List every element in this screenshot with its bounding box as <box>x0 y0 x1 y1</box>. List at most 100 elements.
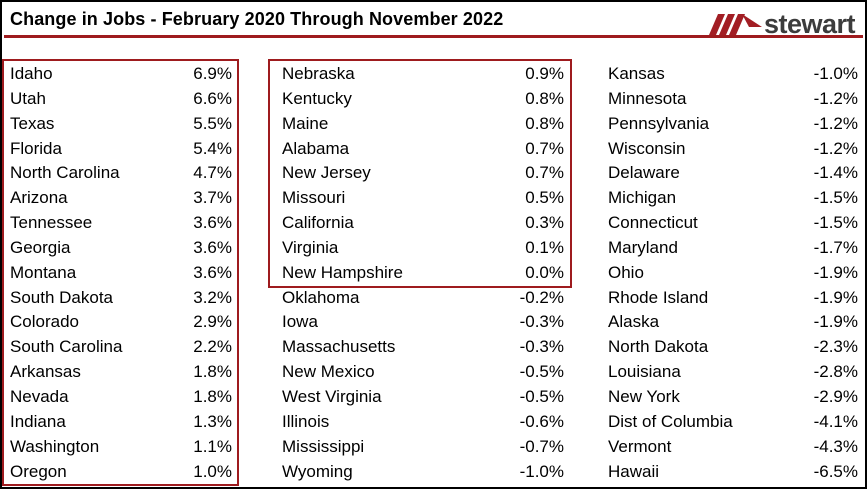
state-value: 3.6% <box>193 237 232 257</box>
state-name: Oregon <box>10 461 67 481</box>
state-value: 0.9% <box>525 64 564 83</box>
state-name: Hawaii <box>608 461 660 481</box>
state-name: Minnesota <box>608 88 687 108</box>
jobs-table-column-1: Idaho 6.9% Utah 6.6% Texas 5.5% Florida 5.4% Nor… <box>10 62 232 484</box>
state-value: -1.4% <box>813 163 858 183</box>
jobs-table-column-2: Nebraska 0.9% Kentucky 0.8% Maine 0.8% Alabama… <box>282 62 564 484</box>
state-value: 3.7% <box>193 188 232 208</box>
table-row: Dist of Columbia -4.1% <box>608 410 858 435</box>
state-name: North Carolina <box>10 163 120 183</box>
state-name: Arkansas <box>10 362 81 382</box>
state-name: Washington <box>10 436 100 456</box>
state-value: 2.2% <box>193 337 232 357</box>
state-name: Pennsylvania <box>608 113 710 133</box>
state-value: -1.9% <box>813 262 858 282</box>
state-value: -1.9% <box>813 287 858 307</box>
page-title: Change in Jobs - February 2020 Through N… <box>10 9 504 29</box>
state-name: Ohio <box>608 262 644 282</box>
table-row: Connecticut -1.5% <box>608 211 858 236</box>
stewart-stripes-icon <box>708 11 763 37</box>
state-name: Kentucky <box>282 88 352 108</box>
table-row: Louisiana -2.8% <box>608 360 858 385</box>
state-value: -2.9% <box>813 386 858 406</box>
state-name: North Dakota <box>608 337 709 357</box>
state-name: Tennessee <box>10 213 93 233</box>
state-value: -1.5% <box>813 213 858 233</box>
state-value: -2.8% <box>813 362 858 382</box>
state-name: Virginia <box>282 237 339 257</box>
state-name: Vermont <box>608 436 672 456</box>
state-name: Nebraska <box>282 64 355 83</box>
state-name: Arizona <box>10 188 68 208</box>
table-row: Kentucky 0.8% <box>282 87 564 112</box>
state-name: Oklahoma <box>282 287 360 307</box>
state-value: 0.5% <box>525 188 564 208</box>
state-name: Louisiana <box>608 362 681 382</box>
state-name: Michigan <box>608 188 677 208</box>
table-row: Arizona 3.7% <box>10 186 232 211</box>
table-row: Pennsylvania -1.2% <box>608 112 858 137</box>
state-name: Indiana <box>10 411 66 431</box>
state-value: 6.9% <box>193 64 232 83</box>
table-row: Michigan -1.5% <box>608 186 858 211</box>
state-name: Alaska <box>608 312 660 332</box>
state-name: California <box>282 213 354 233</box>
table-row: Iowa -0.3% <box>282 310 564 335</box>
table-row: North Carolina 4.7% <box>10 161 232 186</box>
state-value: 1.1% <box>193 436 232 456</box>
state-value: -0.7% <box>519 436 564 456</box>
table-row: West Virginia -0.5% <box>282 385 564 410</box>
state-value: 0.0% <box>525 262 564 282</box>
table-row: Wisconsin -1.2% <box>608 137 858 162</box>
state-value: 0.8% <box>525 113 564 133</box>
state-value: 0.7% <box>525 138 564 158</box>
state-value: 0.7% <box>525 163 564 183</box>
table-row: California 0.3% <box>282 211 564 236</box>
state-value: -6.5% <box>813 461 858 481</box>
state-name: Maine <box>282 113 329 133</box>
title-bar: Change in Jobs - February 2020 Through N… <box>4 4 863 38</box>
table-row: Delaware -1.4% <box>608 161 858 186</box>
table-row: Alabama 0.7% <box>282 137 564 162</box>
state-value: -1.0% <box>813 64 858 83</box>
state-name: Wyoming <box>282 461 353 481</box>
state-value: -4.1% <box>813 411 858 431</box>
table-row: Minnesota -1.2% <box>608 87 858 112</box>
table-row: South Carolina 2.2% <box>10 335 232 360</box>
table-row: Utah 6.6% <box>10 87 232 112</box>
state-name: Mississippi <box>282 436 365 456</box>
table-row: Florida 5.4% <box>10 137 232 162</box>
state-name: Iowa <box>282 312 318 332</box>
state-value: -0.6% <box>519 411 564 431</box>
state-name: Connecticut <box>608 213 698 233</box>
state-name: Nevada <box>10 386 69 406</box>
state-value: -0.3% <box>519 337 564 357</box>
state-name: Illinois <box>282 411 330 431</box>
state-value: 1.8% <box>193 386 232 406</box>
state-value: -1.9% <box>813 312 858 332</box>
table-row: Tennessee 3.6% <box>10 211 232 236</box>
state-value: 4.7% <box>193 163 232 183</box>
state-name: New Jersey <box>282 163 371 183</box>
table-row: Wyoming -1.0% <box>282 460 564 485</box>
table-row: Oregon 1.0% <box>10 460 232 485</box>
table-row: New Jersey 0.7% <box>282 161 564 186</box>
state-name: Texas <box>10 113 55 133</box>
stewart-wordmark: stewart <box>763 9 856 39</box>
state-name: South Carolina <box>10 337 123 357</box>
state-value: 2.9% <box>193 312 232 332</box>
state-value: -1.2% <box>813 113 858 133</box>
state-value: -0.5% <box>519 362 564 382</box>
state-name: Alabama <box>282 138 350 158</box>
table-row: Indiana 1.3% <box>10 410 232 435</box>
table-row: Illinois -0.6% <box>282 410 564 435</box>
table-row: Nebraska 0.9% <box>282 62 564 87</box>
state-value: 3.6% <box>193 213 232 233</box>
jobs-table-column-3: Kansas -1.0% Minnesota -1.2% Pennsylvania -1.… <box>608 62 858 484</box>
state-value: -1.0% <box>519 461 564 481</box>
state-name: Utah <box>10 88 46 108</box>
table-row: Kansas -1.0% <box>608 62 858 87</box>
state-value: 6.6% <box>193 88 232 108</box>
table-row: South Dakota 3.2% <box>10 286 232 311</box>
